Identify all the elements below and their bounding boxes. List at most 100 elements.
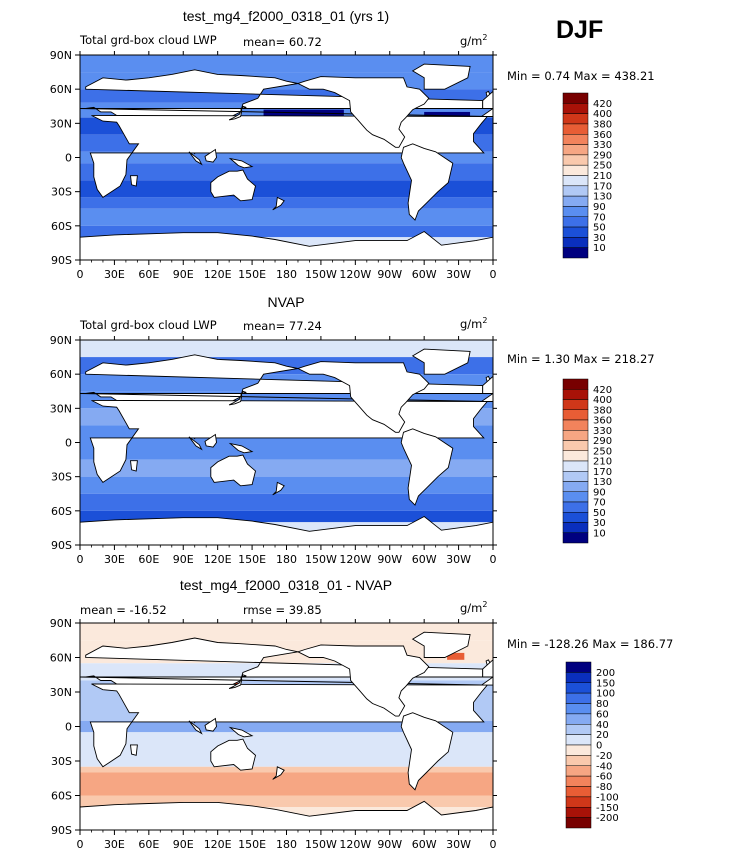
- field-band: [80, 225, 493, 238]
- colorbar-label: -20: [596, 751, 612, 762]
- colorbar-box: [562, 460, 589, 472]
- coastline: [228, 157, 254, 169]
- colorbar-label: 200: [596, 668, 615, 679]
- x-tick-label: 90E: [173, 553, 194, 566]
- colorbar-box: [562, 154, 589, 166]
- colorbar-label: -80: [596, 782, 612, 793]
- field-band: [80, 795, 493, 807]
- x-tick-label: 60E: [138, 553, 159, 566]
- coastline: [210, 454, 257, 487]
- season-label: DJF: [556, 16, 604, 44]
- colorbar-label: 380: [593, 405, 612, 416]
- colorbar-box: [562, 522, 589, 533]
- field-band: [80, 720, 493, 733]
- colorbar-label: -60: [596, 772, 612, 783]
- coastline: [80, 230, 493, 260]
- coastline: [80, 800, 493, 830]
- y-tick-label: 30N: [50, 402, 72, 415]
- field-band: [80, 208, 493, 226]
- coastline: [204, 717, 217, 732]
- x-tick-label: 150W: [305, 553, 337, 566]
- panel-3-mean-label: mean = -16.52: [80, 603, 167, 617]
- x-tick-label: 90W: [377, 553, 402, 566]
- colorbar-box: [562, 450, 589, 462]
- colorbar-label: -100: [596, 792, 619, 803]
- x-tick-label: 120W: [339, 553, 371, 566]
- coastline: [129, 460, 138, 472]
- colorbar-label: 30: [593, 233, 606, 244]
- coastline: [188, 436, 203, 451]
- continent-outlines: [80, 63, 493, 260]
- x-tick-label: 30E: [104, 268, 125, 281]
- colorbar-box: [565, 755, 592, 766]
- coastline: [228, 105, 247, 121]
- field-band: [80, 732, 493, 750]
- coastline: [204, 148, 217, 163]
- colorbar-label: 130: [593, 192, 612, 203]
- colorbar-label: 210: [593, 457, 612, 468]
- x-tick-label: 60E: [138, 838, 159, 851]
- colorbar-box: [562, 103, 589, 114]
- panel-1-units-label: g/m2: [460, 33, 488, 48]
- x-tick-label: 90W: [377, 838, 402, 851]
- x-tick-label: 60E: [138, 268, 159, 281]
- coastline: [228, 442, 254, 454]
- field-band: [80, 442, 493, 460]
- panel-3-rmse-label: rmse = 39.85: [243, 603, 322, 617]
- colorbar-label: 10: [593, 528, 606, 539]
- x-tick-label: 150E: [238, 268, 266, 281]
- colorbar-box: [562, 134, 589, 145]
- colorbar-box: [562, 195, 589, 207]
- x-tick-label: 120E: [204, 268, 232, 281]
- colorbar-label: 80: [596, 699, 609, 710]
- y-tick-label: 30N: [50, 686, 72, 699]
- x-tick-label: 30W: [446, 553, 471, 566]
- field-band: [80, 55, 493, 73]
- colorbar-box: [565, 807, 592, 818]
- field-patch: [80, 772, 493, 787]
- x-tick-label: 0: [77, 838, 84, 851]
- coastline: [204, 433, 217, 448]
- y-tick-label: 90S: [51, 539, 72, 552]
- colorbar-label: 50: [593, 223, 606, 234]
- colorbar-box: [562, 226, 589, 238]
- colorbar-box: [562, 237, 589, 248]
- coastline: [480, 90, 493, 117]
- field-band: [80, 510, 493, 523]
- coastline: [480, 375, 493, 402]
- panel-3-units-label: g/m2: [460, 600, 488, 615]
- colorbar-label: -40: [596, 761, 612, 772]
- panel-1: 0 30E 60E 90E 120E 150E 180 150W 120W 90W 60W 30W 09…: [50, 49, 612, 281]
- field-band: [80, 476, 493, 494]
- coastline: [272, 766, 285, 780]
- x-tick-label: 150E: [238, 553, 266, 566]
- y-tick-label: 60N: [50, 368, 72, 381]
- colorbar-box: [562, 144, 589, 156]
- colorbar-label: 250: [593, 446, 612, 457]
- colorbar-box: [565, 775, 592, 787]
- y-tick-label: 60S: [51, 220, 72, 233]
- colorbar-box: [562, 440, 589, 451]
- coastline: [80, 515, 493, 545]
- y-tick-label: 0: [65, 721, 72, 734]
- x-tick-label: 120W: [339, 268, 371, 281]
- colorbar-box: [562, 430, 589, 441]
- y-tick-label: 0: [65, 437, 72, 450]
- field-band: [80, 493, 493, 511]
- x-tick-label: 120W: [339, 838, 371, 851]
- colorbar-box: [562, 419, 589, 431]
- colorbar-box: [562, 512, 589, 523]
- colorbar-label: 30: [593, 518, 606, 529]
- colorbar-box: [562, 92, 589, 104]
- x-tick-label: 150E: [238, 838, 266, 851]
- field-band: [80, 623, 493, 641]
- coastline: [400, 428, 454, 506]
- colorbar-label: 90: [593, 202, 606, 213]
- coastline: [296, 76, 430, 148]
- coastline: [480, 659, 493, 686]
- colorbar-box: [565, 692, 592, 704]
- x-tick-label: 30E: [104, 838, 125, 851]
- panel-2-mean-label: mean= 77.24: [243, 319, 322, 333]
